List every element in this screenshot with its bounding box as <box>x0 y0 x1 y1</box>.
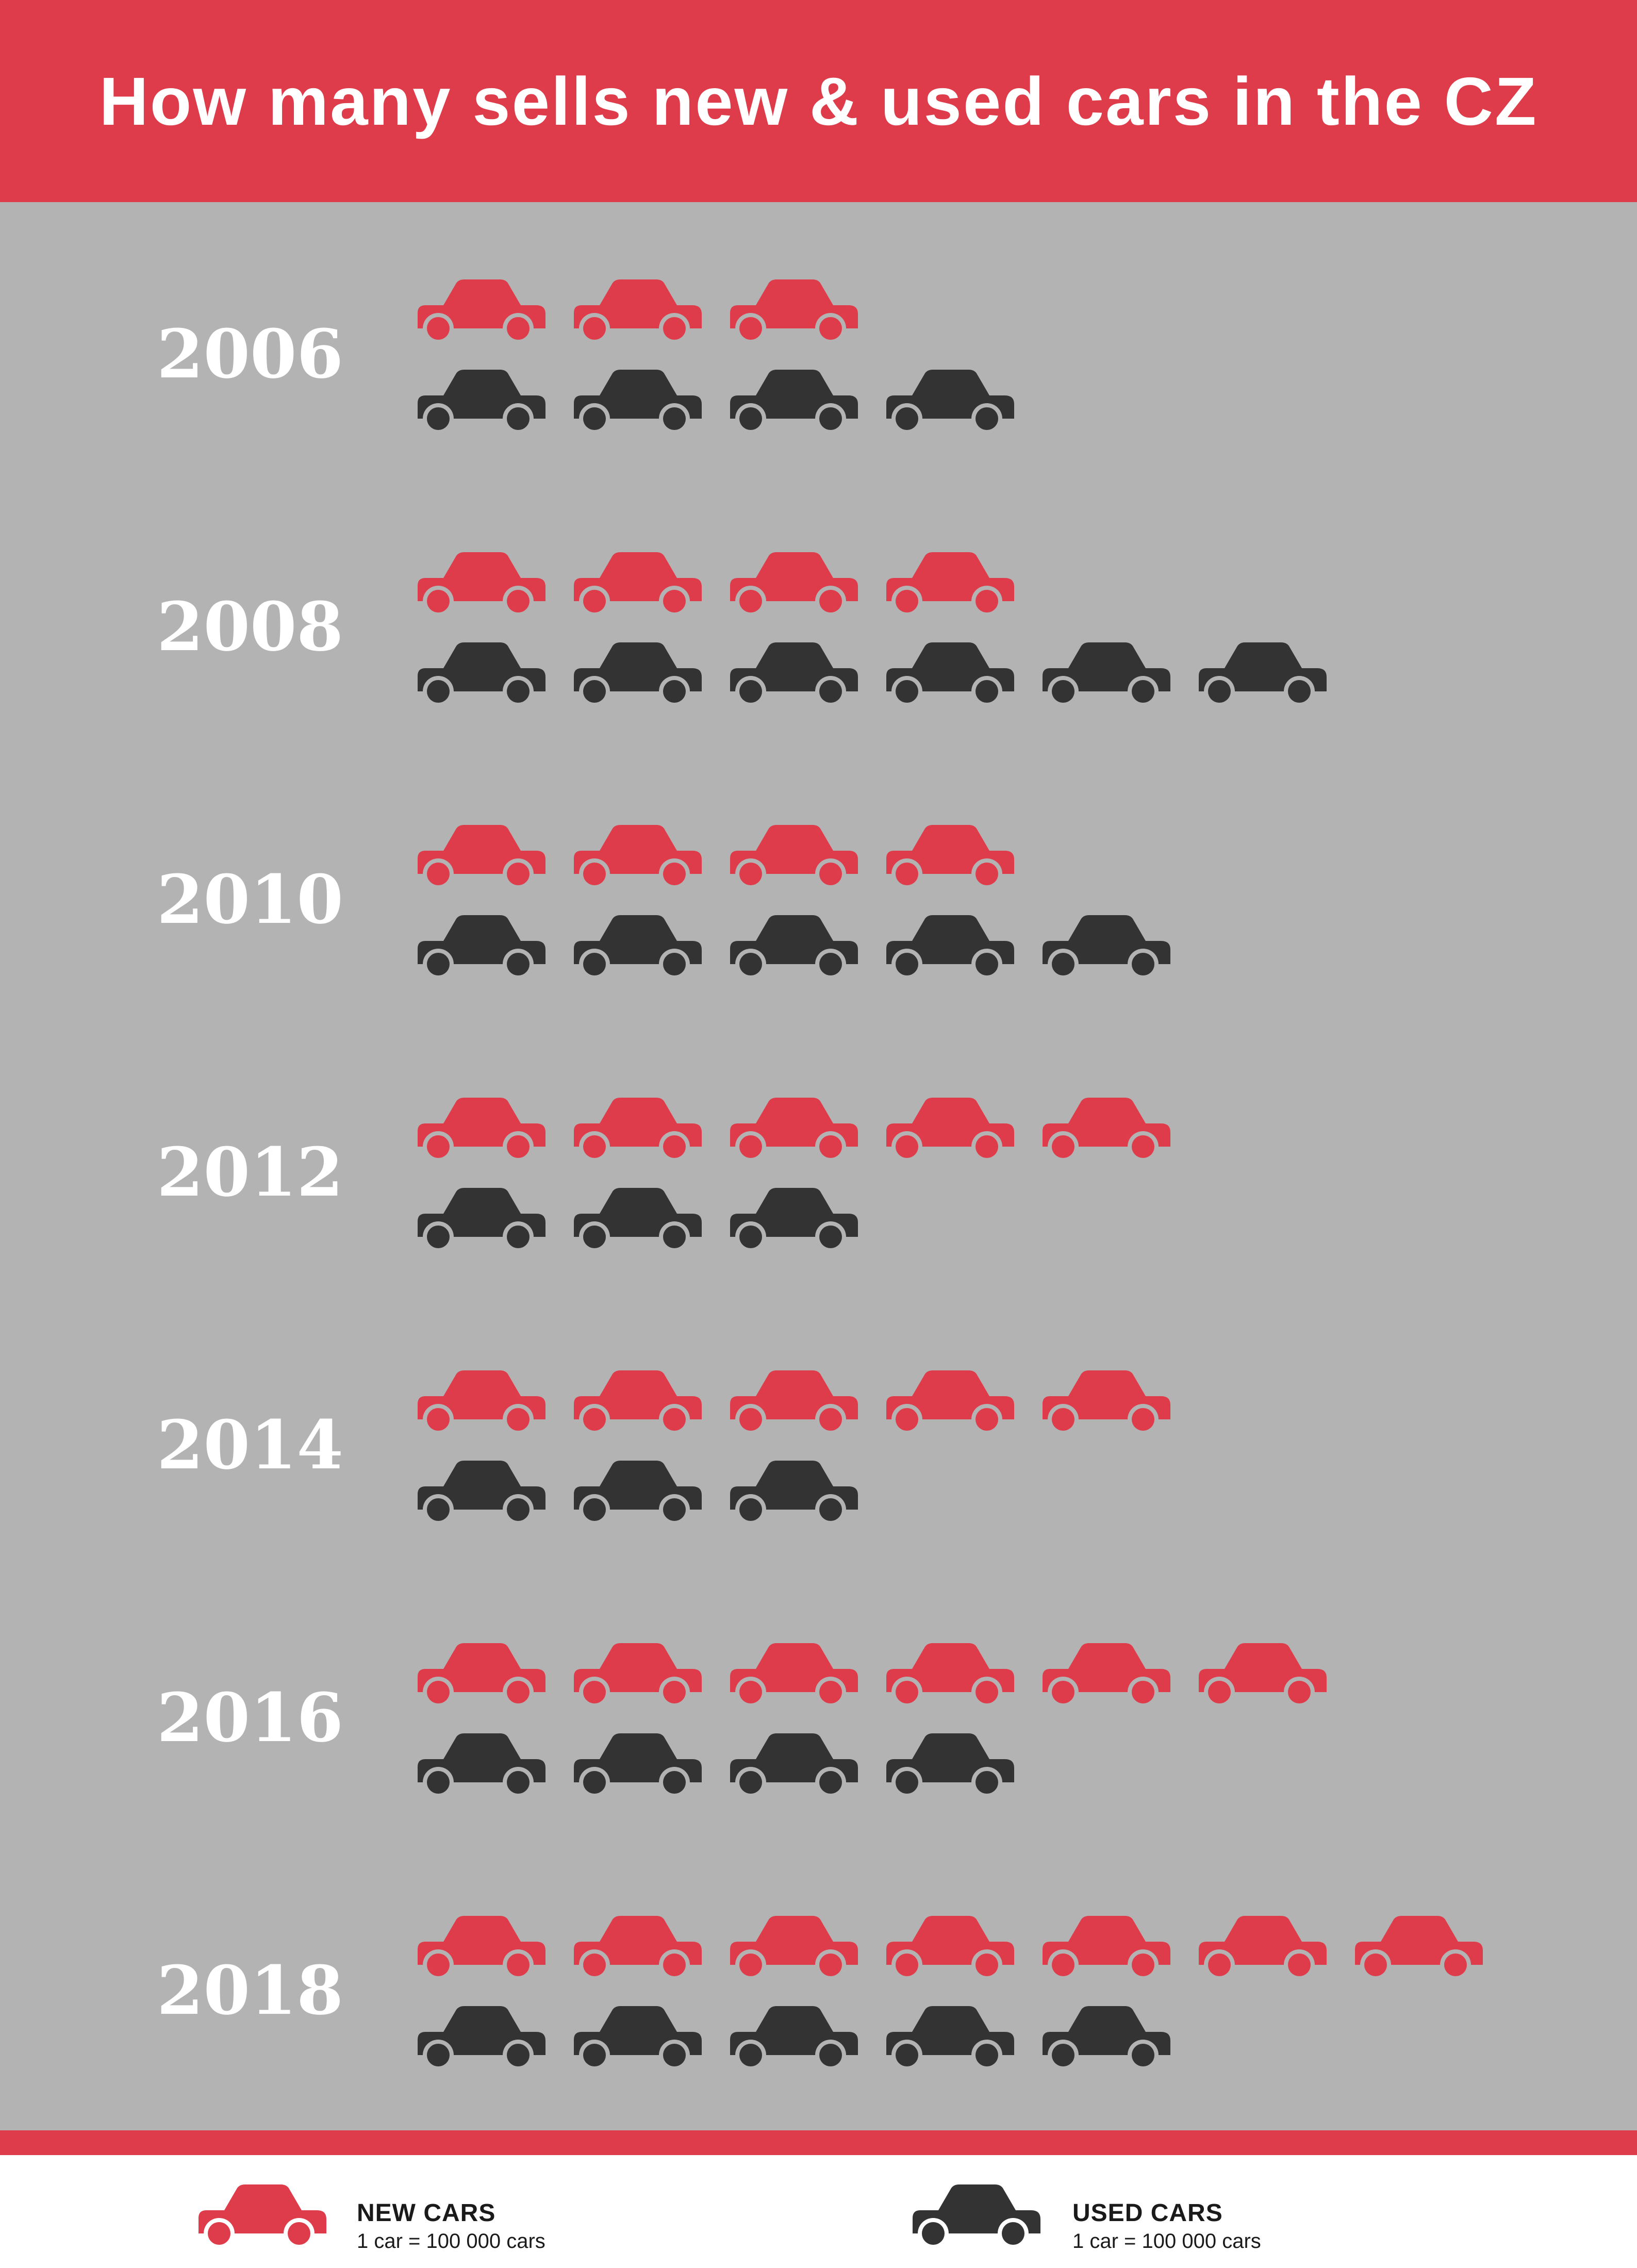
new-car-icon <box>730 1370 858 1435</box>
footer-divider <box>0 2130 1637 2155</box>
car-icon <box>199 2184 326 2249</box>
year-label: 2016 <box>157 1678 343 1757</box>
used-car-icon <box>418 1733 545 1798</box>
used-car-icon <box>574 2006 702 2071</box>
used-car-icon <box>730 1461 858 1525</box>
used-car-icon <box>1043 2006 1170 2071</box>
year-label: 2018 <box>157 1951 343 2030</box>
used-car-icon <box>886 1733 1014 1798</box>
used-car-icon <box>418 915 545 980</box>
new-car-icon <box>418 279 545 344</box>
new-car-icon <box>574 825 702 889</box>
year-label: 2006 <box>157 314 343 393</box>
new-car-icon <box>574 1916 702 1980</box>
pictogram-chart: 2006 2008 2010 2012 2014 2016 2018 <box>157 279 1483 2071</box>
new-car-icon <box>730 1916 858 1980</box>
legend: NEW CARS 1 car = 100 000 cars USED CARS … <box>0 2155 1637 2268</box>
header-banner: How many sells new & used cars in the CZ <box>0 0 1637 202</box>
used-car-icon <box>730 915 858 980</box>
new-car-icon <box>574 552 702 617</box>
new-car-icon <box>418 825 545 889</box>
new-car-icon <box>1199 1916 1327 1980</box>
new-car-icon <box>418 1916 545 1980</box>
legend-new-unit: 1 car = 100 000 cars <box>357 2230 545 2253</box>
used-car-icon <box>730 1733 858 1798</box>
new-car-icon <box>418 1370 545 1435</box>
new-car-icon <box>886 1098 1014 1162</box>
year-label: 2012 <box>157 1133 343 1212</box>
new-car-icon <box>886 1916 1014 1980</box>
used-car-icon <box>574 1188 702 1252</box>
new-car-icon <box>730 279 858 344</box>
new-car-icon <box>418 1643 545 1708</box>
new-car-icon <box>886 552 1014 617</box>
used-car-icon <box>418 2006 545 2071</box>
new-car-icon <box>1043 1098 1170 1162</box>
used-car-icon <box>418 1188 545 1252</box>
new-car-icon <box>886 825 1014 889</box>
used-car-icon <box>418 370 545 434</box>
used-car-icon <box>730 642 858 707</box>
new-car-icon <box>1043 1643 1170 1708</box>
used-car-icon <box>574 1461 702 1525</box>
new-car-icon <box>574 279 702 344</box>
new-car-icon <box>574 1098 702 1162</box>
used-car-icon <box>574 915 702 980</box>
new-car-icon <box>574 1370 702 1435</box>
year-label: 2010 <box>157 860 343 939</box>
car-icon <box>913 2184 1040 2249</box>
used-car-icon <box>1199 642 1327 707</box>
used-car-icon <box>730 2006 858 2071</box>
legend-new-title: NEW CARS <box>357 2199 496 2227</box>
used-car-icon <box>1043 915 1170 980</box>
page-title: How many sells new & used cars in the CZ <box>99 63 1538 139</box>
new-car-icon <box>1043 1370 1170 1435</box>
used-car-icon <box>574 642 702 707</box>
chart-panel <box>0 202 1637 2130</box>
year-label: 2008 <box>157 587 343 666</box>
used-car-icon <box>418 642 545 707</box>
used-car-icon <box>574 1733 702 1798</box>
new-car-icon <box>730 1643 858 1708</box>
new-car-icon <box>1199 1643 1327 1708</box>
new-car-icon <box>730 1098 858 1162</box>
used-car-icon <box>574 370 702 434</box>
used-car-icon <box>730 1188 858 1252</box>
legend-used-title: USED CARS <box>1072 2199 1223 2227</box>
used-car-icon <box>730 370 858 434</box>
used-car-icon <box>886 2006 1014 2071</box>
year-label: 2014 <box>157 1405 343 1484</box>
new-car-icon <box>1043 1916 1170 1980</box>
new-car-icon <box>730 552 858 617</box>
new-car-icon <box>886 1370 1014 1435</box>
used-car-icon <box>418 1461 545 1525</box>
new-car-icon <box>418 552 545 617</box>
new-car-icon <box>418 1098 545 1162</box>
new-car-icon <box>574 1643 702 1708</box>
new-car-icon <box>1355 1916 1483 1980</box>
used-car-icon <box>886 642 1014 707</box>
legend-used-unit: 1 car = 100 000 cars <box>1072 2230 1261 2253</box>
new-car-icon <box>730 825 858 889</box>
used-car-icon <box>886 370 1014 434</box>
used-car-icon <box>1043 642 1170 707</box>
new-car-icon <box>886 1643 1014 1708</box>
used-car-icon <box>886 915 1014 980</box>
